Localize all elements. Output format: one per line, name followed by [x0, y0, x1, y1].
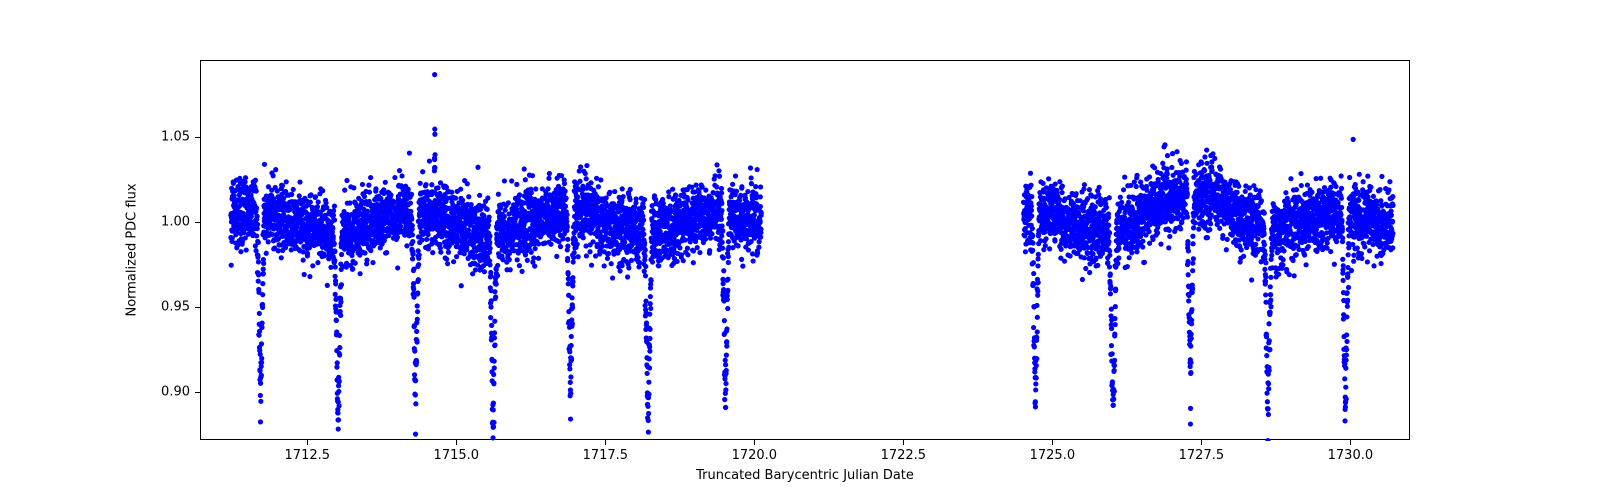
scatter-points — [201, 61, 1411, 441]
x-tick-mark — [307, 440, 308, 445]
x-tick-label: 1727.5 — [1179, 448, 1225, 463]
plot-area — [200, 60, 1410, 440]
x-tick-mark — [1052, 440, 1053, 445]
y-tick-label: 1.00 — [161, 214, 190, 229]
x-tick-label: 1730.0 — [1328, 448, 1374, 463]
x-tick-mark — [1201, 440, 1202, 445]
y-axis-label: Normalized PDC flux — [125, 183, 140, 316]
x-tick-mark — [754, 440, 755, 445]
y-tick-label: 0.95 — [161, 300, 190, 315]
y-tick-mark — [195, 307, 200, 308]
x-tick-label: 1712.5 — [285, 448, 331, 463]
x-axis-label: Truncated Barycentric Julian Date — [696, 468, 914, 483]
y-tick-label: 0.90 — [161, 385, 190, 400]
x-tick-mark — [605, 440, 606, 445]
x-tick-label: 1725.0 — [1030, 448, 1076, 463]
x-tick-label: 1722.5 — [881, 448, 927, 463]
x-tick-label: 1720.0 — [732, 448, 778, 463]
lightcurve-chart: 1712.5 1715.0 1717.5 1720.0 1722.5 1725.0 1727… — [0, 0, 1600, 500]
y-tick-mark — [195, 222, 200, 223]
x-tick-label: 1715.0 — [434, 448, 480, 463]
y-tick-mark — [195, 137, 200, 138]
x-tick-mark — [903, 440, 904, 445]
x-tick-mark — [456, 440, 457, 445]
y-tick-label: 1.05 — [161, 129, 190, 144]
x-tick-label: 1717.5 — [583, 448, 629, 463]
y-tick-mark — [195, 392, 200, 393]
x-tick-mark — [1350, 440, 1351, 445]
